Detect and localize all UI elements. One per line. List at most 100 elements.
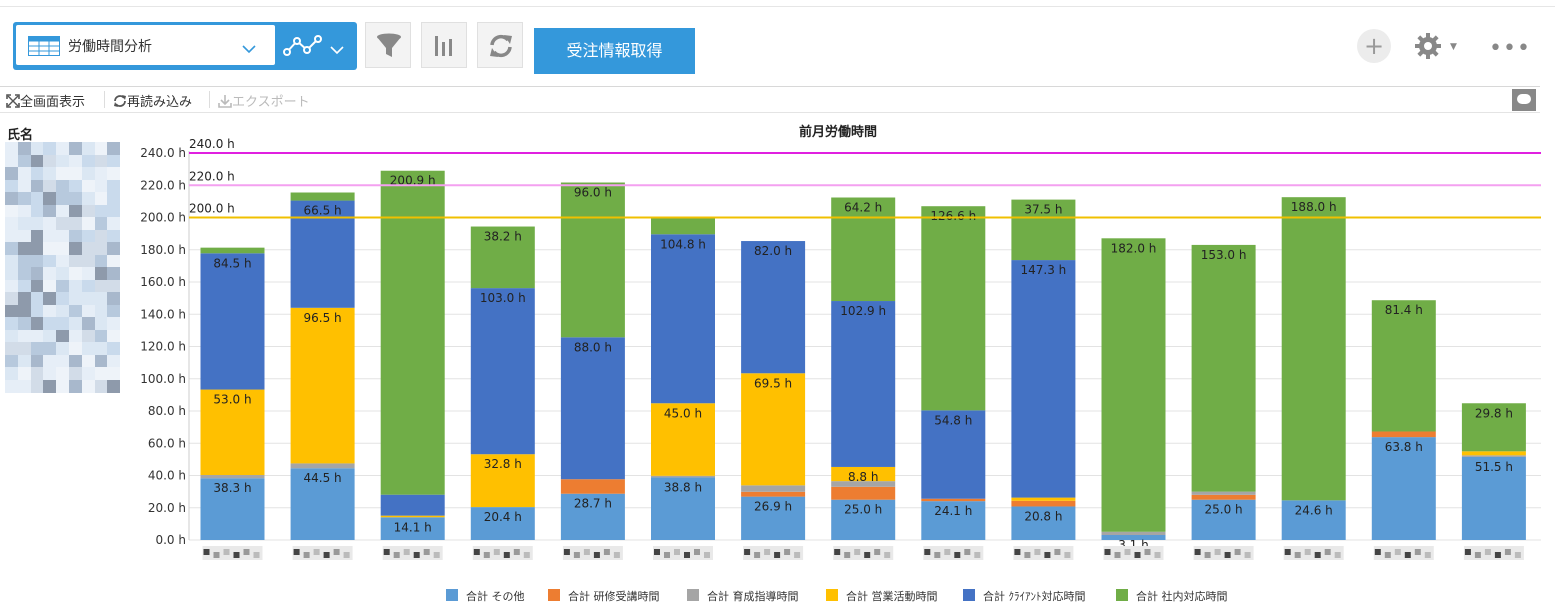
data-label: 28.7 h: [574, 497, 612, 511]
redacted-x-label-mark: [413, 552, 420, 558]
redacted-x-label-mark: [403, 549, 410, 555]
bar-segment: [560, 479, 625, 494]
graph-button[interactable]: [421, 22, 467, 68]
data-label: 104.8 h: [660, 237, 706, 251]
legend-entry: 合計 その他: [466, 589, 525, 603]
redacted-x-label-mark: [694, 549, 700, 555]
redacted-cell: [5, 367, 18, 380]
reload-button[interactable]: 再読み込み: [113, 91, 192, 110]
data-label: 25.0 h: [1205, 503, 1243, 517]
data-label: 32.8 h: [484, 457, 522, 471]
line-chart-icon[interactable]: [283, 35, 323, 61]
export-label: エクスポート: [232, 95, 310, 110]
redacted-x-label-mark: [1124, 549, 1131, 555]
bar-segment: [1101, 535, 1166, 540]
data-label: 53.0 h: [213, 393, 251, 407]
legend-swatch: [687, 589, 699, 601]
chevron-down-icon[interactable]: [330, 40, 344, 59]
redacted-cell: [107, 229, 121, 243]
redacted-cell: [5, 279, 18, 293]
bar-segment: [741, 241, 806, 374]
redacted-cell: [30, 142, 44, 155]
bar-segment: [1461, 451, 1526, 456]
bar-segment: [1011, 199, 1076, 261]
y-tick-label: 60.0 h: [148, 436, 186, 450]
y-tick-label: 100.0 h: [140, 372, 186, 386]
redacted-x-label-mark: [1154, 552, 1161, 558]
redacted-cell: [5, 229, 18, 243]
redacted-cell: [107, 217, 121, 230]
redacted-x-label-mark: [213, 552, 220, 558]
redacted-cell: [94, 267, 108, 280]
gear-icon[interactable]: [1414, 32, 1442, 64]
redacted-cell: [94, 229, 108, 243]
bar-segment: [651, 475, 715, 478]
redacted-cell: [107, 167, 121, 180]
redacted-cell: [81, 317, 95, 330]
redacted-cell: [81, 379, 95, 393]
redacted-cell: [30, 192, 44, 205]
redacted-x-label-mark: [1494, 552, 1501, 558]
redacted-cell: [30, 242, 44, 255]
redacted-cell: [5, 379, 18, 393]
bar-segment: [290, 307, 355, 464]
view-dropdown[interactable]: 労働時間分析: [16, 25, 275, 65]
reload-label: 再読み込み: [127, 95, 193, 110]
redacted-cell: [69, 354, 82, 368]
redacted-cell: [107, 329, 121, 343]
data-label: 24.6 h: [1295, 503, 1333, 517]
redacted-cell: [43, 267, 57, 280]
y-tick-label: 80.0 h: [148, 404, 186, 418]
bar-segment: [1191, 499, 1256, 540]
fullscreen-button[interactable]: 全画面表示: [6, 91, 85, 110]
data-label: 26.9 h: [754, 500, 792, 514]
bar-segment: [831, 197, 896, 302]
redacted-cell: [43, 167, 57, 180]
bar-segment: [1461, 456, 1526, 540]
redacted-cell: [5, 267, 18, 280]
bar-segment: [200, 475, 265, 479]
redacted-x-label-mark: [944, 549, 951, 555]
redacted-x-label-mark: [1504, 549, 1511, 555]
bar-segment: [921, 498, 986, 502]
redacted-cell: [30, 167, 44, 180]
redacted-x-label-mark: [1374, 549, 1381, 555]
redacted-cell: [107, 142, 121, 155]
redacted-x-label-mark: [1474, 552, 1481, 558]
data-label: 182.0 h: [1111, 241, 1157, 255]
filter-button[interactable]: [365, 22, 411, 68]
more-options-icon[interactable]: •••: [1489, 36, 1531, 61]
bar-segment: [1371, 437, 1436, 540]
redacted-cell: [43, 142, 57, 155]
chevron-down-icon[interactable]: ▼: [1450, 42, 1457, 52]
filter-icon: [377, 33, 401, 57]
data-label: 37.5 h: [1024, 203, 1062, 217]
add-button[interactable]: +: [1357, 29, 1391, 63]
comment-button[interactable]: [1512, 89, 1536, 111]
redacted-cell: [107, 292, 121, 305]
redacted-cell: [17, 204, 31, 218]
fetch-orders-button[interactable]: 受注情報取得: [534, 28, 695, 74]
redacted-cell: [107, 154, 121, 168]
redacted-x-label-mark: [964, 549, 971, 555]
redacted-x-label-mark: [313, 549, 320, 555]
sub-toolbar: 全画面表示 再読み込み エクスポート: [0, 86, 1540, 113]
bar-segment: [1281, 197, 1346, 501]
redacted-cell: [5, 317, 18, 330]
redacted-x-label-mark: [1034, 549, 1041, 555]
redacted-x-label-mark: [1054, 549, 1061, 555]
redacted-cell: [56, 204, 70, 218]
bar-segment: [1371, 300, 1436, 432]
redacted-x-label-mark: [593, 552, 600, 558]
redacted-x-label-mark: [704, 552, 710, 558]
reload-icon: [114, 95, 126, 107]
bar-segment: [200, 478, 265, 540]
redacted-x-label-mark: [854, 549, 861, 555]
redacted-cell: [43, 179, 57, 193]
redacted-cell: [17, 317, 31, 330]
bar-segment: [831, 499, 896, 540]
sync-button[interactable]: [477, 22, 523, 68]
redacted-cell: [94, 292, 108, 305]
redacted-x-label-mark: [1394, 549, 1401, 555]
export-button[interactable]: エクスポート: [218, 91, 310, 110]
